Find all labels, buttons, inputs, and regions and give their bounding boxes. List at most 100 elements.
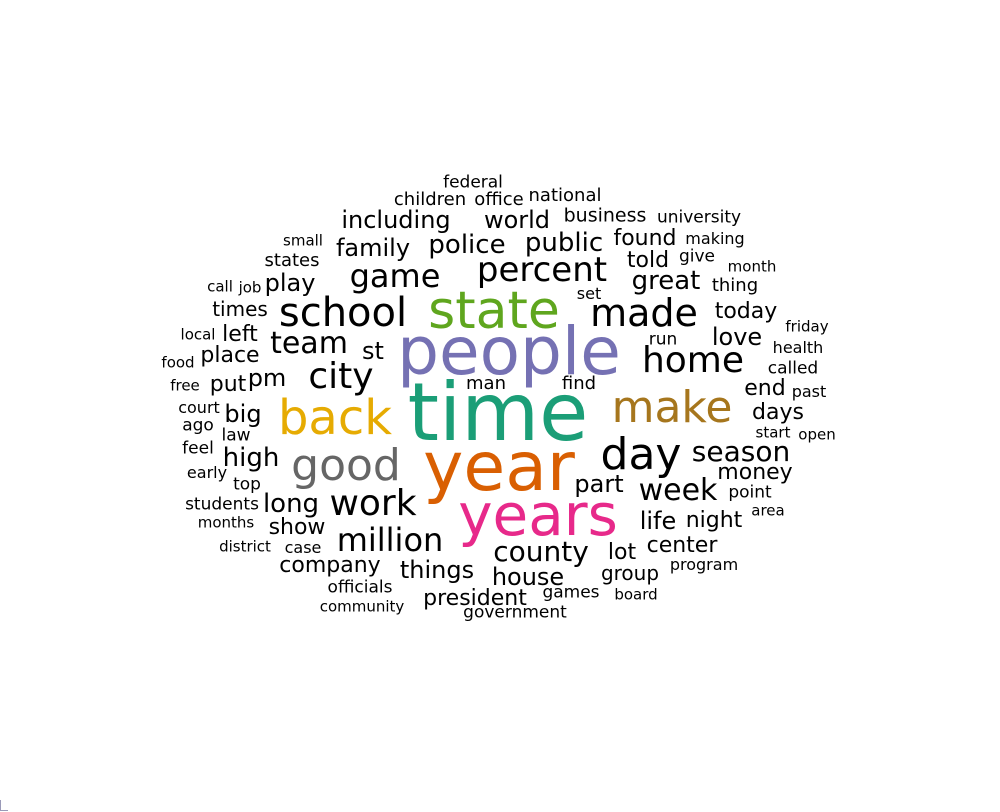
word-city: city: [308, 356, 374, 397]
word-called: called: [767, 358, 819, 379]
word-show: show: [268, 515, 326, 540]
word-week: week: [638, 473, 718, 508]
word-court: court: [178, 398, 220, 417]
word-area: area: [751, 501, 785, 520]
word-case: case: [284, 538, 322, 557]
word-feel: feel: [182, 438, 214, 459]
word-police: police: [428, 230, 506, 260]
word-things: things: [399, 556, 475, 584]
word-long: long: [262, 489, 320, 519]
word-put: put: [209, 372, 247, 397]
word-place: place: [200, 343, 260, 368]
word-free: free: [170, 376, 200, 395]
word-season: season: [691, 435, 791, 468]
word-including: including: [341, 206, 451, 234]
word-house: house: [491, 563, 565, 591]
word-group: group: [600, 561, 660, 585]
word-thing: thing: [711, 275, 759, 296]
word-officials: officials: [327, 577, 393, 598]
word-find: find: [561, 373, 597, 394]
word-students: students: [185, 494, 259, 515]
word-days: days: [752, 400, 804, 425]
word-president: president: [423, 586, 527, 611]
word-program: program: [669, 555, 739, 574]
word-left: left: [222, 322, 258, 347]
word-making: making: [685, 229, 745, 248]
word-business: business: [563, 204, 647, 227]
word-early: early: [186, 463, 228, 482]
word-national: national: [528, 185, 602, 206]
word-job: job: [238, 278, 262, 297]
word-found: found: [613, 226, 677, 251]
word-public: public: [524, 228, 604, 258]
word-man: man: [466, 373, 506, 394]
word-call: call: [207, 277, 233, 296]
word-local: local: [180, 325, 216, 344]
word-states: states: [264, 250, 320, 271]
word-work: work: [329, 483, 417, 524]
word-night: night: [685, 508, 743, 533]
word-high: high: [222, 443, 280, 473]
word-life: life: [639, 507, 677, 535]
word-day: day: [600, 429, 682, 480]
word-point: point: [728, 482, 772, 503]
word-lot: lot: [607, 540, 637, 565]
word-set: set: [576, 284, 602, 303]
word-year: year: [423, 428, 575, 507]
word-st: st: [362, 337, 384, 365]
word-run: run: [648, 329, 678, 350]
word-family: family: [335, 234, 411, 262]
word-health: health: [772, 338, 824, 357]
corner-mark: [0, 800, 8, 811]
word-county: county: [493, 535, 589, 568]
word-food: food: [161, 353, 195, 372]
word-make: make: [611, 382, 733, 433]
word-great: great: [631, 266, 701, 296]
word-good: good: [291, 440, 401, 491]
word-small: small: [283, 231, 323, 250]
word-past: past: [791, 382, 827, 401]
word-district: district: [219, 537, 271, 556]
word-games: games: [542, 582, 600, 603]
word-month: month: [727, 257, 777, 276]
word-people: people: [397, 313, 621, 390]
word-center: center: [646, 533, 718, 558]
word-school: school: [278, 290, 408, 336]
word-money: money: [717, 460, 793, 485]
word-percent: percent: [476, 250, 608, 290]
word-end: end: [744, 376, 786, 401]
word-today: today: [714, 299, 778, 324]
word-ago: ago: [182, 415, 214, 436]
word-state: state: [428, 281, 560, 341]
word-top: top: [233, 474, 261, 495]
word-years: years: [458, 481, 618, 549]
word-community: community: [319, 597, 405, 616]
word-made: made: [590, 291, 698, 335]
word-times: times: [212, 297, 268, 321]
word-big: big: [224, 400, 262, 428]
word-company: company: [279, 553, 381, 578]
word-open: open: [798, 425, 836, 444]
word-federal: federal: [443, 172, 503, 193]
word-months: months: [197, 513, 255, 532]
word-part: part: [574, 470, 624, 498]
word-play: play: [264, 269, 316, 297]
word-government: government: [463, 602, 567, 623]
word-law: law: [221, 425, 251, 446]
word-love: love: [711, 323, 763, 351]
word-university: university: [656, 207, 742, 228]
word-back: back: [277, 390, 393, 446]
word-start: start: [755, 423, 791, 442]
word-home: home: [641, 340, 745, 381]
word-pm: pm: [247, 364, 287, 392]
word-friday: friday: [785, 317, 829, 336]
word-team: team: [270, 326, 348, 361]
word-board: board: [614, 585, 658, 604]
word-world: world: [483, 206, 551, 234]
word-children: children: [393, 189, 467, 210]
word-time: time: [407, 366, 589, 459]
word-told: told: [626, 248, 670, 273]
word-million: million: [336, 521, 444, 559]
word-give: give: [678, 246, 716, 267]
